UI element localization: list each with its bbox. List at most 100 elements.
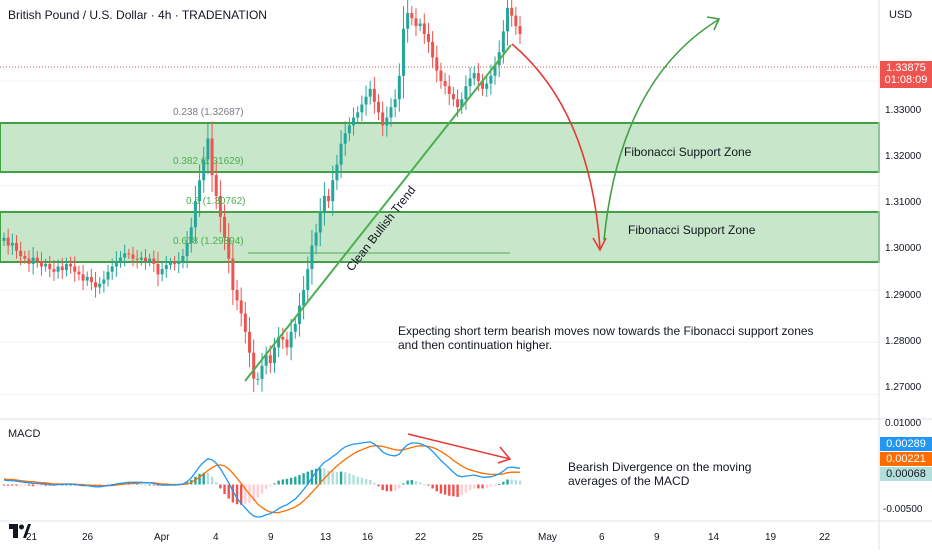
candle [277,327,281,358]
candle [156,251,160,287]
macd-histogram-bar [144,484,147,486]
candle [123,244,127,267]
macd-histogram-bar [339,471,343,485]
candle [2,232,6,247]
candle [385,106,389,137]
bearish-projection-arrowhead [592,237,607,252]
candle [264,346,268,375]
macd-histogram-bar [298,474,301,485]
candle [401,6,405,99]
macd-histogram-bar [510,479,513,485]
time-axis[interactable]: 21 26 Apr 4 9 13 16 22 25 May 6 9 14 19 … [26,532,831,543]
macd-histogram-bar [273,483,276,485]
candle [89,268,93,291]
candle [410,6,414,26]
macd-histogram-bar [281,479,285,485]
candle [210,121,214,193]
macd-indicator [2,441,522,518]
time-tick: 22 [819,532,831,543]
macd-histogram-bar [215,482,218,485]
macd-histogram-bar [502,481,505,485]
macd-histogram-bar [385,484,389,492]
time-tick: 21 [26,532,38,543]
candle [164,256,168,278]
macd-histogram-bar [40,484,43,486]
macd-histogram-bar [398,484,401,489]
price-axis[interactable]: 1.33000 1.32000 1.31000 1.30000 1.29000 … [883,105,923,515]
candle [293,317,297,339]
candle [372,76,376,114]
fib-support-zone-lower [0,211,880,263]
candle [85,271,89,287]
chart-title: British Pound / U.S. Dollar · 4h · TRADE… [8,8,267,22]
macd-histogram-bar [148,484,151,486]
macd-divergence-arrowhead [497,446,512,464]
candle [206,123,210,174]
macd-histogram-bar [15,484,18,486]
macd-histogram-bar [435,484,438,492]
macd-label[interactable]: MACD [8,428,41,440]
candle [481,74,485,96]
macd-histogram-bar [269,484,272,487]
macd-histogram-bar [319,468,322,485]
macd-histogram-bar [314,468,318,485]
currency-label[interactable]: USD [889,9,913,21]
candle [426,22,430,53]
macd-histogram-bar [410,480,414,485]
time-tick: 14 [708,532,720,543]
candle [131,246,135,267]
macd-divergence-note: Bearish Divergence on the moving average… [568,460,752,488]
candle [397,63,401,112]
macd-histogram-bar [327,470,330,485]
candle [443,72,447,95]
time-tick: Apr [154,532,170,543]
candle [422,13,426,44]
price-tick: 1.27000 [885,382,922,393]
macd-histogram-bar [264,484,268,490]
macd-histogram-bar [19,484,22,486]
signal-value-tag: 0.00221 [880,452,932,466]
analysis-note: Expecting short term bearish moves now t… [398,324,814,352]
candle [314,223,318,255]
macd-histogram-bar [202,472,205,485]
macd-histogram-bar [468,484,472,491]
macd-histogram-bar [477,484,480,489]
macd-histogram-bar [27,484,31,486]
candle [493,56,497,85]
candle [102,270,106,293]
bullish-projection-arrow [603,19,719,241]
time-tick: 4 [213,532,219,543]
macd-histogram-bar [252,484,255,502]
candle [381,101,385,137]
candle [143,248,147,270]
macd-histogram-bar [423,483,426,485]
macd-histogram-bar [377,484,380,487]
macd-histogram-bar [11,484,14,486]
candle [19,241,23,266]
current-price-tag: 1.33875 01:08:09 [880,61,932,88]
macd-histogram-bar [489,484,493,487]
candle [218,180,222,233]
candle [193,185,197,243]
candle [302,276,306,320]
macd-histogram-bar [506,479,509,485]
macd-histogram-bar [6,484,10,486]
tradingview-logo[interactable] [9,524,31,538]
candle [6,228,10,255]
candle [352,107,356,136]
candle [435,45,439,83]
candle [518,16,522,45]
candle [510,0,514,27]
macd-histogram-bar [439,484,443,494]
macd-histogram-bar [289,477,293,485]
candle [181,248,185,269]
candle [447,75,451,106]
macd-histogram-bar [231,484,235,503]
macd-divergence-line [407,433,511,460]
candle [94,271,98,298]
candle [289,318,293,361]
macd-histogram-bar [481,484,484,489]
macd-histogram-bar [277,480,280,485]
